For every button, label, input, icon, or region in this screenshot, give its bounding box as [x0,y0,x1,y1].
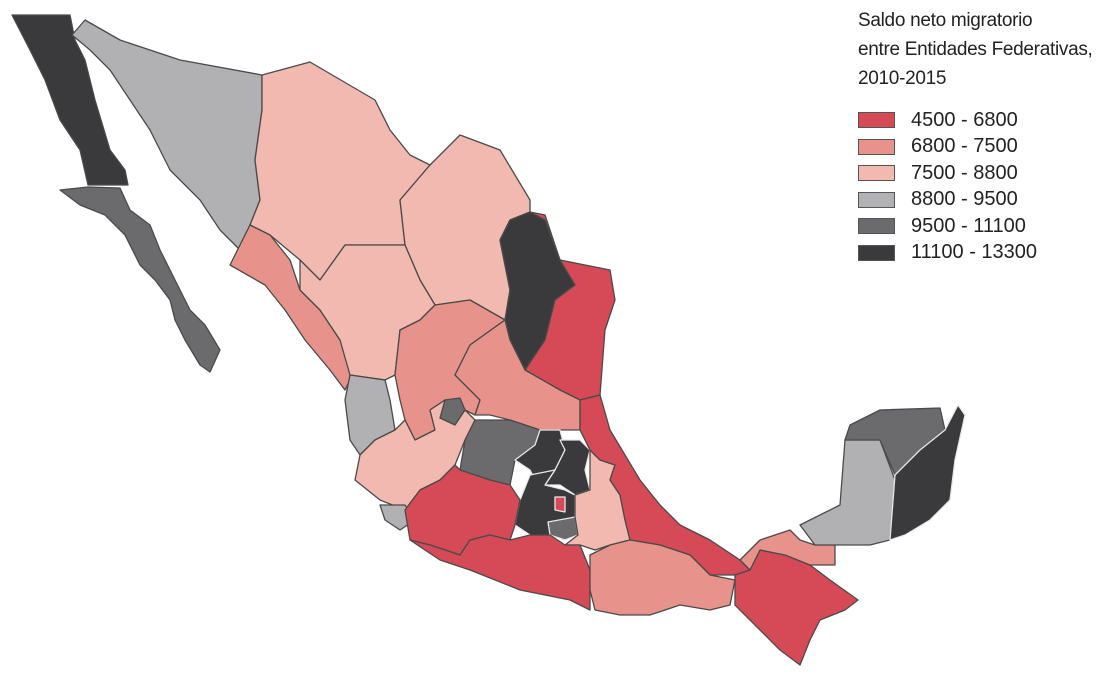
legend-item: 4500 - 6800 [858,107,1093,134]
legend: Saldo neto migratorio entre Entidades Fe… [858,6,1093,266]
legend-swatch [858,244,895,261]
legend-item: 8800 - 9500 [858,187,1093,214]
legend-label: 4500 - 6800 [911,108,1018,131]
state-guerrero [409,534,591,611]
legend-title: Saldo neto migratorio entre Entidades Fe… [858,6,1093,93]
state-morelos [547,516,579,541]
legend-label: 11100 - 13300 [911,241,1038,264]
legend-title-line: entre Entidades Federativas, [858,39,1093,60]
legend-title-line: Saldo neto migratorio [858,10,1033,31]
legend-label: 8800 - 9500 [911,188,1018,211]
legend-label: 6800 - 7500 [911,135,1018,158]
legend-swatch [858,138,895,155]
state-chiapas [734,549,859,666]
legend-swatch [858,191,895,208]
legend-item: 6800 - 7500 [858,134,1093,161]
legend-item: 9500 - 11100 [858,213,1093,240]
legend-item: 11100 - 13300 [858,240,1093,267]
legend-item: 7500 - 8800 [858,160,1093,187]
legend-label: 9500 - 11100 [911,214,1026,237]
state-baja-california-sur [59,186,221,373]
state-campeche [799,439,896,546]
state-quintana-roo [889,404,966,541]
legend-title-line: 2010-2015 [858,68,947,89]
state-ciudad-de-mexico [554,496,566,513]
legend-swatch [858,218,895,235]
state-tabasco [739,529,836,571]
state-oaxaca [589,539,736,616]
state-baja-california [11,14,129,186]
legend-swatch [858,112,895,129]
legend-swatch [858,165,895,182]
state-guanajuato [459,419,541,486]
legend-label: 7500 - 8800 [911,161,1018,184]
